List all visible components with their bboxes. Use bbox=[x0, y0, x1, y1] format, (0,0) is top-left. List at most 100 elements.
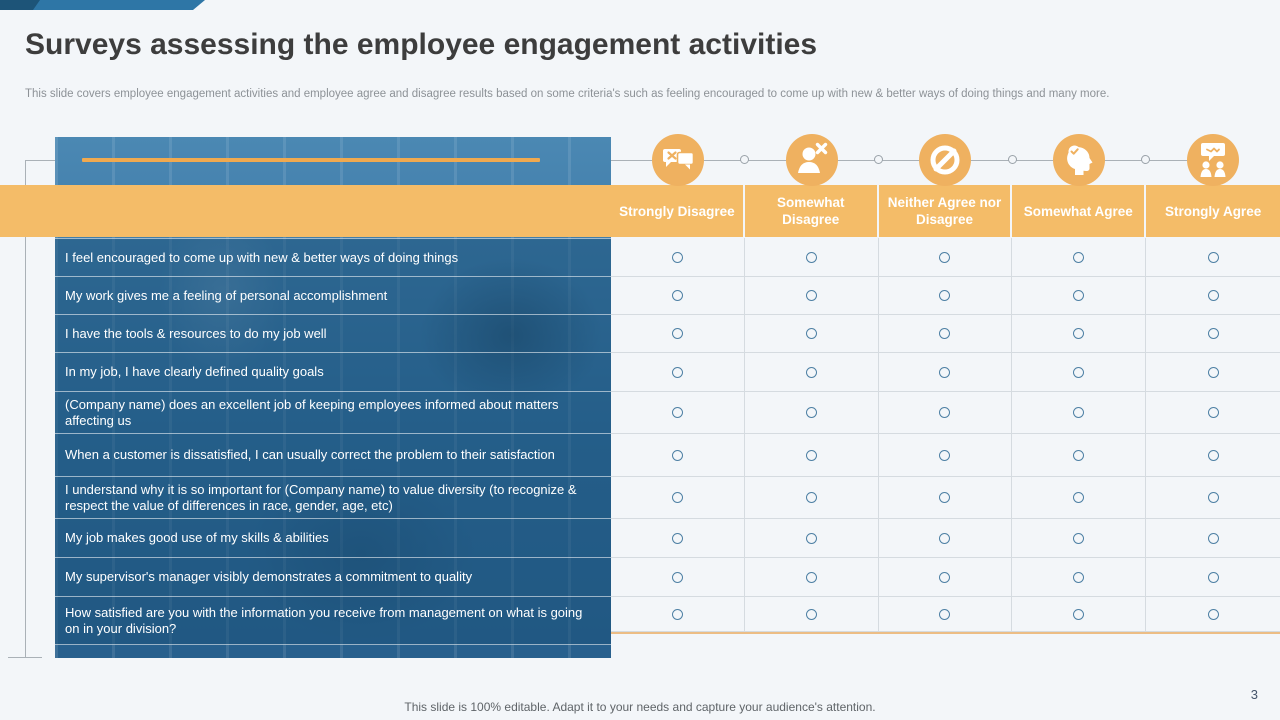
radio-option[interactable] bbox=[939, 251, 951, 263]
radio-option[interactable] bbox=[939, 290, 951, 301]
radio-option[interactable] bbox=[939, 571, 951, 583]
radio-option[interactable] bbox=[1073, 407, 1085, 418]
radio-option[interactable] bbox=[671, 407, 683, 418]
answer-cell bbox=[1146, 392, 1280, 433]
radio-option[interactable] bbox=[939, 608, 951, 620]
answer-cell bbox=[878, 519, 1013, 557]
radio-option[interactable] bbox=[671, 251, 683, 263]
radio-option[interactable] bbox=[1207, 328, 1219, 339]
radio-option[interactable] bbox=[1207, 571, 1219, 583]
answer-cell bbox=[1012, 558, 1147, 596]
answer-cell bbox=[1146, 519, 1280, 557]
answer-cell bbox=[878, 477, 1013, 518]
radio-option[interactable] bbox=[939, 449, 951, 461]
radio-option[interactable] bbox=[805, 328, 817, 339]
radio-option[interactable] bbox=[1073, 608, 1085, 620]
question-cell: My job makes good use of my skills & abi… bbox=[55, 519, 611, 558]
radio-option[interactable] bbox=[671, 328, 683, 339]
radio-option[interactable] bbox=[1073, 328, 1085, 339]
answer-cell bbox=[744, 597, 879, 631]
answer-cell bbox=[611, 353, 745, 391]
answer-cell bbox=[611, 277, 745, 314]
timeline-node bbox=[740, 155, 749, 164]
answer-cell bbox=[878, 277, 1013, 314]
radio-option[interactable] bbox=[671, 571, 683, 583]
answer-cell bbox=[1146, 277, 1280, 314]
radio-option[interactable] bbox=[1073, 366, 1085, 378]
question-cell: I have the tools & resources to do my jo… bbox=[55, 315, 611, 353]
radio-option[interactable] bbox=[1207, 407, 1219, 418]
answer-cell bbox=[1012, 519, 1147, 557]
answer-cell bbox=[878, 434, 1013, 476]
answer-cell bbox=[744, 434, 879, 476]
radio-option[interactable] bbox=[671, 492, 683, 503]
answer-cell bbox=[1012, 238, 1147, 276]
radio-option[interactable] bbox=[1073, 449, 1085, 461]
answer-cell bbox=[878, 558, 1013, 596]
radio-option[interactable] bbox=[671, 608, 683, 620]
answer-row bbox=[611, 477, 1280, 519]
radio-option[interactable] bbox=[671, 532, 683, 544]
answer-cell bbox=[611, 315, 745, 352]
answer-cell bbox=[1012, 277, 1147, 314]
answer-row bbox=[611, 315, 1280, 353]
radio-option[interactable] bbox=[939, 366, 951, 378]
page-title: Surveys assessing the employee engagemen… bbox=[25, 28, 818, 61]
radio-option[interactable] bbox=[1073, 532, 1085, 544]
radio-option[interactable] bbox=[671, 366, 683, 378]
radio-option[interactable] bbox=[805, 366, 817, 378]
radio-option[interactable] bbox=[939, 328, 951, 339]
page-subtitle: This slide covers employee engagement ac… bbox=[25, 88, 1110, 100]
frame-line-tick bbox=[8, 657, 42, 658]
radio-option[interactable] bbox=[1207, 492, 1219, 503]
answer-cell bbox=[611, 392, 745, 433]
answer-cell bbox=[878, 597, 1013, 631]
grid-bottom-accent-line bbox=[611, 632, 1280, 634]
top-accent-bar bbox=[0, 0, 205, 10]
discussion-agreement-icon bbox=[1187, 134, 1239, 186]
scale-header-1: Somewhat Disagree bbox=[745, 185, 879, 237]
radio-option[interactable] bbox=[939, 407, 951, 418]
radio-option[interactable] bbox=[805, 407, 817, 418]
question-cell: (Company name) does an excellent job of … bbox=[55, 392, 611, 434]
radio-option[interactable] bbox=[1073, 290, 1085, 301]
radio-option[interactable] bbox=[939, 532, 951, 544]
answer-row bbox=[611, 277, 1280, 315]
radio-option[interactable] bbox=[1073, 571, 1085, 583]
radio-option[interactable] bbox=[805, 449, 817, 461]
radio-option[interactable] bbox=[1207, 290, 1219, 301]
answer-cell bbox=[744, 392, 879, 433]
radio-option[interactable] bbox=[805, 532, 817, 544]
radio-option[interactable] bbox=[805, 571, 817, 583]
radio-option[interactable] bbox=[1207, 532, 1219, 544]
radio-option[interactable] bbox=[1207, 251, 1219, 263]
timeline-node bbox=[1141, 155, 1150, 164]
question-cell: When a customer is dissatisfied, I can u… bbox=[55, 434, 611, 477]
radio-option[interactable] bbox=[805, 492, 817, 503]
radio-option[interactable] bbox=[671, 290, 683, 301]
answer-cell bbox=[611, 558, 745, 596]
radio-option[interactable] bbox=[1073, 251, 1085, 263]
answer-row bbox=[611, 434, 1280, 477]
answer-row bbox=[611, 519, 1280, 558]
scale-header-row: Strongly Disagree Somewhat Disagree Neithe… bbox=[611, 185, 1280, 237]
chat-dislike-icon bbox=[652, 134, 704, 186]
radio-option[interactable] bbox=[805, 290, 817, 301]
accent-line bbox=[82, 158, 540, 162]
answer-cell bbox=[744, 238, 879, 276]
answer-cell bbox=[611, 519, 745, 557]
radio-option[interactable] bbox=[805, 251, 817, 263]
radio-option[interactable] bbox=[1207, 608, 1219, 620]
radio-option[interactable] bbox=[805, 608, 817, 620]
answer-cell bbox=[611, 477, 745, 518]
radio-option[interactable] bbox=[671, 449, 683, 461]
prohibition-icon bbox=[919, 134, 971, 186]
radio-option[interactable] bbox=[1073, 492, 1085, 503]
radio-option[interactable] bbox=[939, 492, 951, 503]
answer-cell bbox=[611, 434, 745, 476]
answer-cell bbox=[878, 392, 1013, 433]
answer-cell bbox=[1146, 597, 1280, 631]
answer-cell bbox=[1146, 353, 1280, 391]
radio-option[interactable] bbox=[1207, 366, 1219, 378]
radio-option[interactable] bbox=[1207, 449, 1219, 461]
